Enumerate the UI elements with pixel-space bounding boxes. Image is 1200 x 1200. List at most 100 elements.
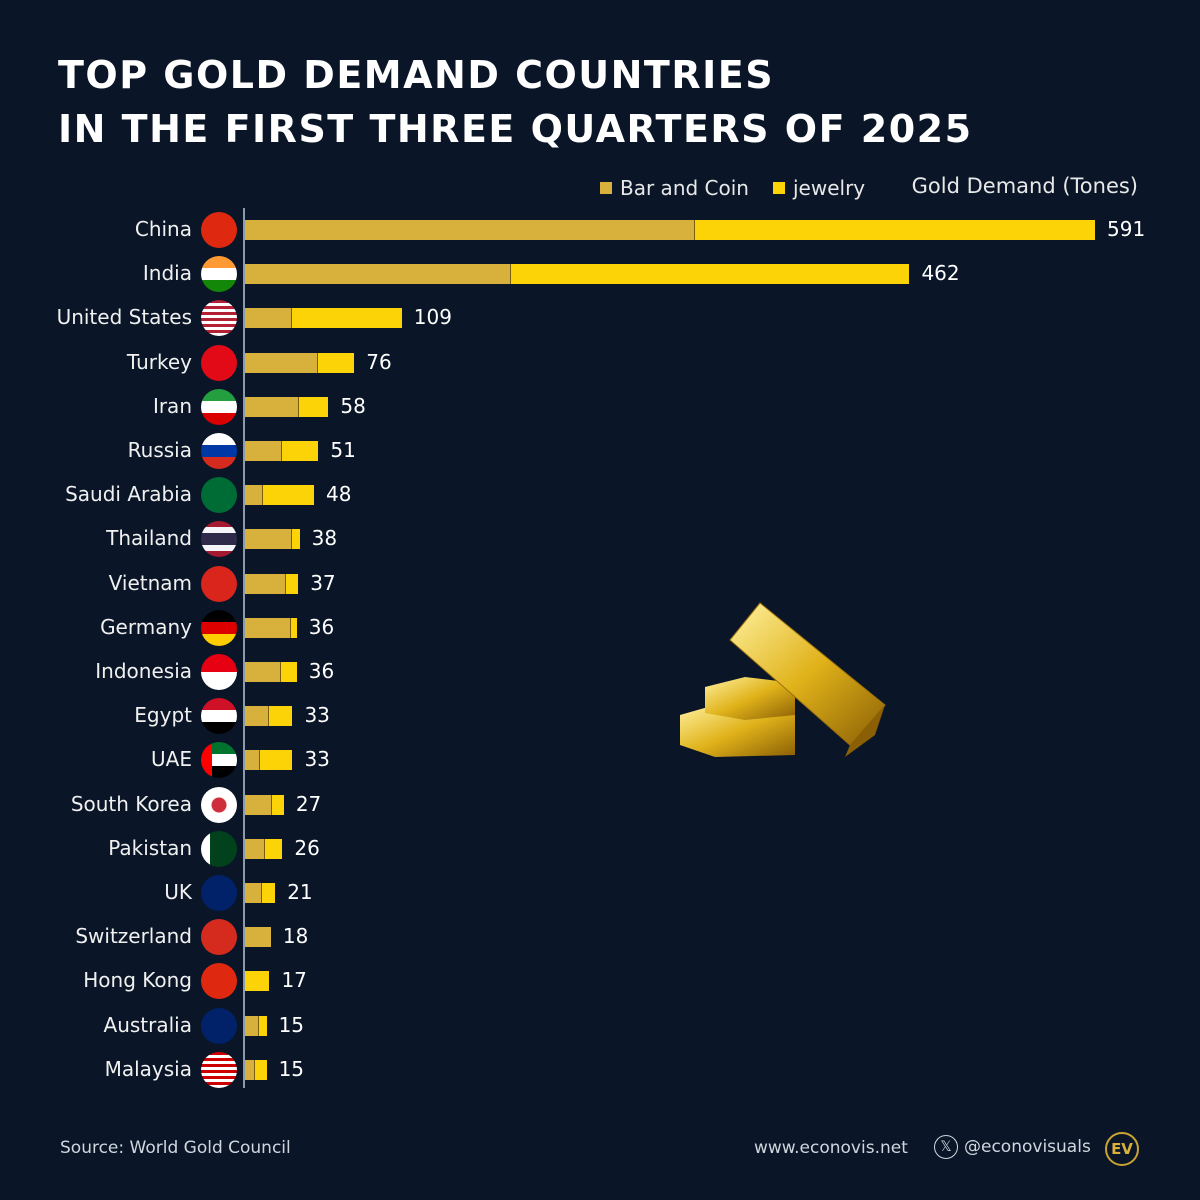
bar-coin-segment — [245, 441, 281, 461]
india-flag-icon — [201, 256, 237, 293]
jewelry-segment — [289, 617, 297, 638]
bar-coin-segment — [245, 485, 263, 506]
jewelry-segment — [285, 573, 299, 594]
country-label: Switzerland — [75, 924, 192, 949]
chart-title: TOP GOLD DEMAND COUNTRIES IN THE FIRST T… — [58, 48, 973, 156]
country-label: Iran — [152, 393, 192, 418]
south-korea-flag-icon — [201, 786, 237, 823]
title-line-2: IN THE FIRST THREE QUARTERS OF 2025 — [58, 107, 973, 151]
indonesia-flag-icon — [201, 654, 237, 690]
pakistan-flag-icon — [201, 830, 237, 867]
legend-label: jewelry — [792, 176, 866, 200]
legend-item-bar-coin: Bar and Coin — [600, 176, 749, 200]
jewelry-segment — [280, 441, 319, 461]
bar-coin-segment — [245, 1015, 258, 1036]
total-value-label: 18 — [282, 924, 309, 949]
gold-bars-illustration — [680, 602, 886, 757]
total-value-label: 38 — [311, 526, 338, 551]
total-value-label: 33 — [304, 747, 330, 772]
total-value-label: 591 — [1107, 217, 1146, 241]
country-label: Vietnam — [108, 570, 192, 595]
jewelry-segment — [298, 396, 329, 417]
social-handle[interactable]: 𝕏 @econovisuals — [934, 1135, 1091, 1159]
usa-flag-icon — [201, 300, 237, 337]
iran-flag-icon — [201, 388, 237, 425]
jewelry-segment — [262, 485, 315, 506]
country-label: Egypt — [134, 703, 192, 728]
country-label: Pakistan — [108, 835, 192, 860]
bar-coin-segment — [245, 838, 264, 859]
legend: Bar and Coin jewelry — [600, 176, 889, 200]
russia-flag-icon — [201, 433, 237, 469]
bar-coin-segment — [245, 220, 694, 240]
country-label: Saudi Arabia — [65, 482, 192, 507]
source-note: Source: World Gold Council — [60, 1138, 291, 1158]
total-value-label: 27 — [295, 791, 322, 816]
switzerland-flag-icon — [201, 919, 237, 956]
bar-coin-segment — [245, 662, 280, 682]
uae-flag-icon — [201, 742, 237, 779]
bar-coin-swatch — [600, 182, 612, 194]
bar-coin-segment — [245, 352, 317, 373]
country-label: Malaysia — [104, 1056, 192, 1081]
econovis-logo: EV — [1105, 1132, 1139, 1166]
total-value-label: 36 — [308, 614, 335, 639]
title-line-1: TOP GOLD DEMAND COUNTRIES — [58, 53, 775, 97]
country-label: Thailand — [106, 526, 192, 551]
jewelry-segment — [245, 971, 270, 992]
total-value-label: 109 — [413, 305, 452, 330]
jewelry-segment — [268, 706, 293, 727]
country-label: China — [134, 217, 192, 241]
jewelry-segment — [253, 1059, 267, 1080]
total-value-label: 48 — [326, 482, 352, 507]
unit-label: Gold Demand (Tones) — [911, 174, 1138, 198]
jewelry-segment — [509, 264, 910, 285]
total-value-label: 17 — [281, 968, 307, 993]
country-label: Germany — [100, 614, 192, 639]
jewelry-segment — [316, 352, 355, 373]
uk-flag-icon — [201, 875, 237, 911]
website-link[interactable]: www.econovis.net — [754, 1138, 908, 1158]
bar-coin-segment — [245, 264, 510, 285]
legend-item-jewelry: jewelry — [772, 176, 866, 200]
australia-flag-icon — [201, 1007, 237, 1044]
country-label: Australia — [103, 1012, 192, 1037]
total-value-label: 76 — [366, 349, 392, 374]
total-value-label: 37 — [310, 570, 336, 595]
handle-text: @econovisuals — [964, 1137, 1091, 1157]
bar-coin-segment — [245, 706, 268, 727]
total-value-label: 462 — [921, 261, 960, 286]
germany-flag-icon — [201, 609, 237, 646]
country-label: South Korea — [70, 791, 192, 816]
jewelry-segment — [270, 794, 284, 815]
total-value-label: 58 — [340, 393, 366, 418]
jewelry-segment — [693, 220, 1095, 240]
country-label: UK — [164, 880, 192, 904]
bar-coin-segment — [245, 617, 290, 638]
jewelry-segment — [263, 838, 283, 859]
jewelry-segment — [291, 529, 300, 550]
jewelry-segment — [259, 750, 293, 771]
country-label: India — [142, 261, 192, 286]
jewelry-segment — [257, 1015, 267, 1036]
country-label: UAE — [151, 747, 192, 772]
jewelry-segment — [291, 308, 402, 329]
bar-coin-segment — [245, 750, 260, 771]
china-flag-icon — [201, 212, 237, 248]
bar-coin-segment — [245, 573, 286, 594]
total-value-label: 33 — [304, 703, 330, 728]
jewelry-segment — [279, 662, 297, 682]
total-value-label: 15 — [278, 1012, 305, 1037]
x-twitter-icon: 𝕏 — [934, 1135, 958, 1159]
thailand-flag-icon — [201, 521, 237, 558]
turkey-flag-icon — [201, 344, 237, 381]
country-label: United States — [56, 305, 192, 330]
jewelry-segment — [260, 883, 276, 903]
country-label: Indonesia — [95, 659, 192, 683]
legend-label: Bar and Coin — [620, 176, 749, 200]
total-value-label: 21 — [287, 880, 313, 904]
malaysia-flag-icon — [201, 1051, 237, 1088]
total-value-label: 51 — [330, 438, 356, 462]
bar-coin-segment — [245, 794, 271, 815]
vietnam-flag-icon — [201, 565, 237, 602]
